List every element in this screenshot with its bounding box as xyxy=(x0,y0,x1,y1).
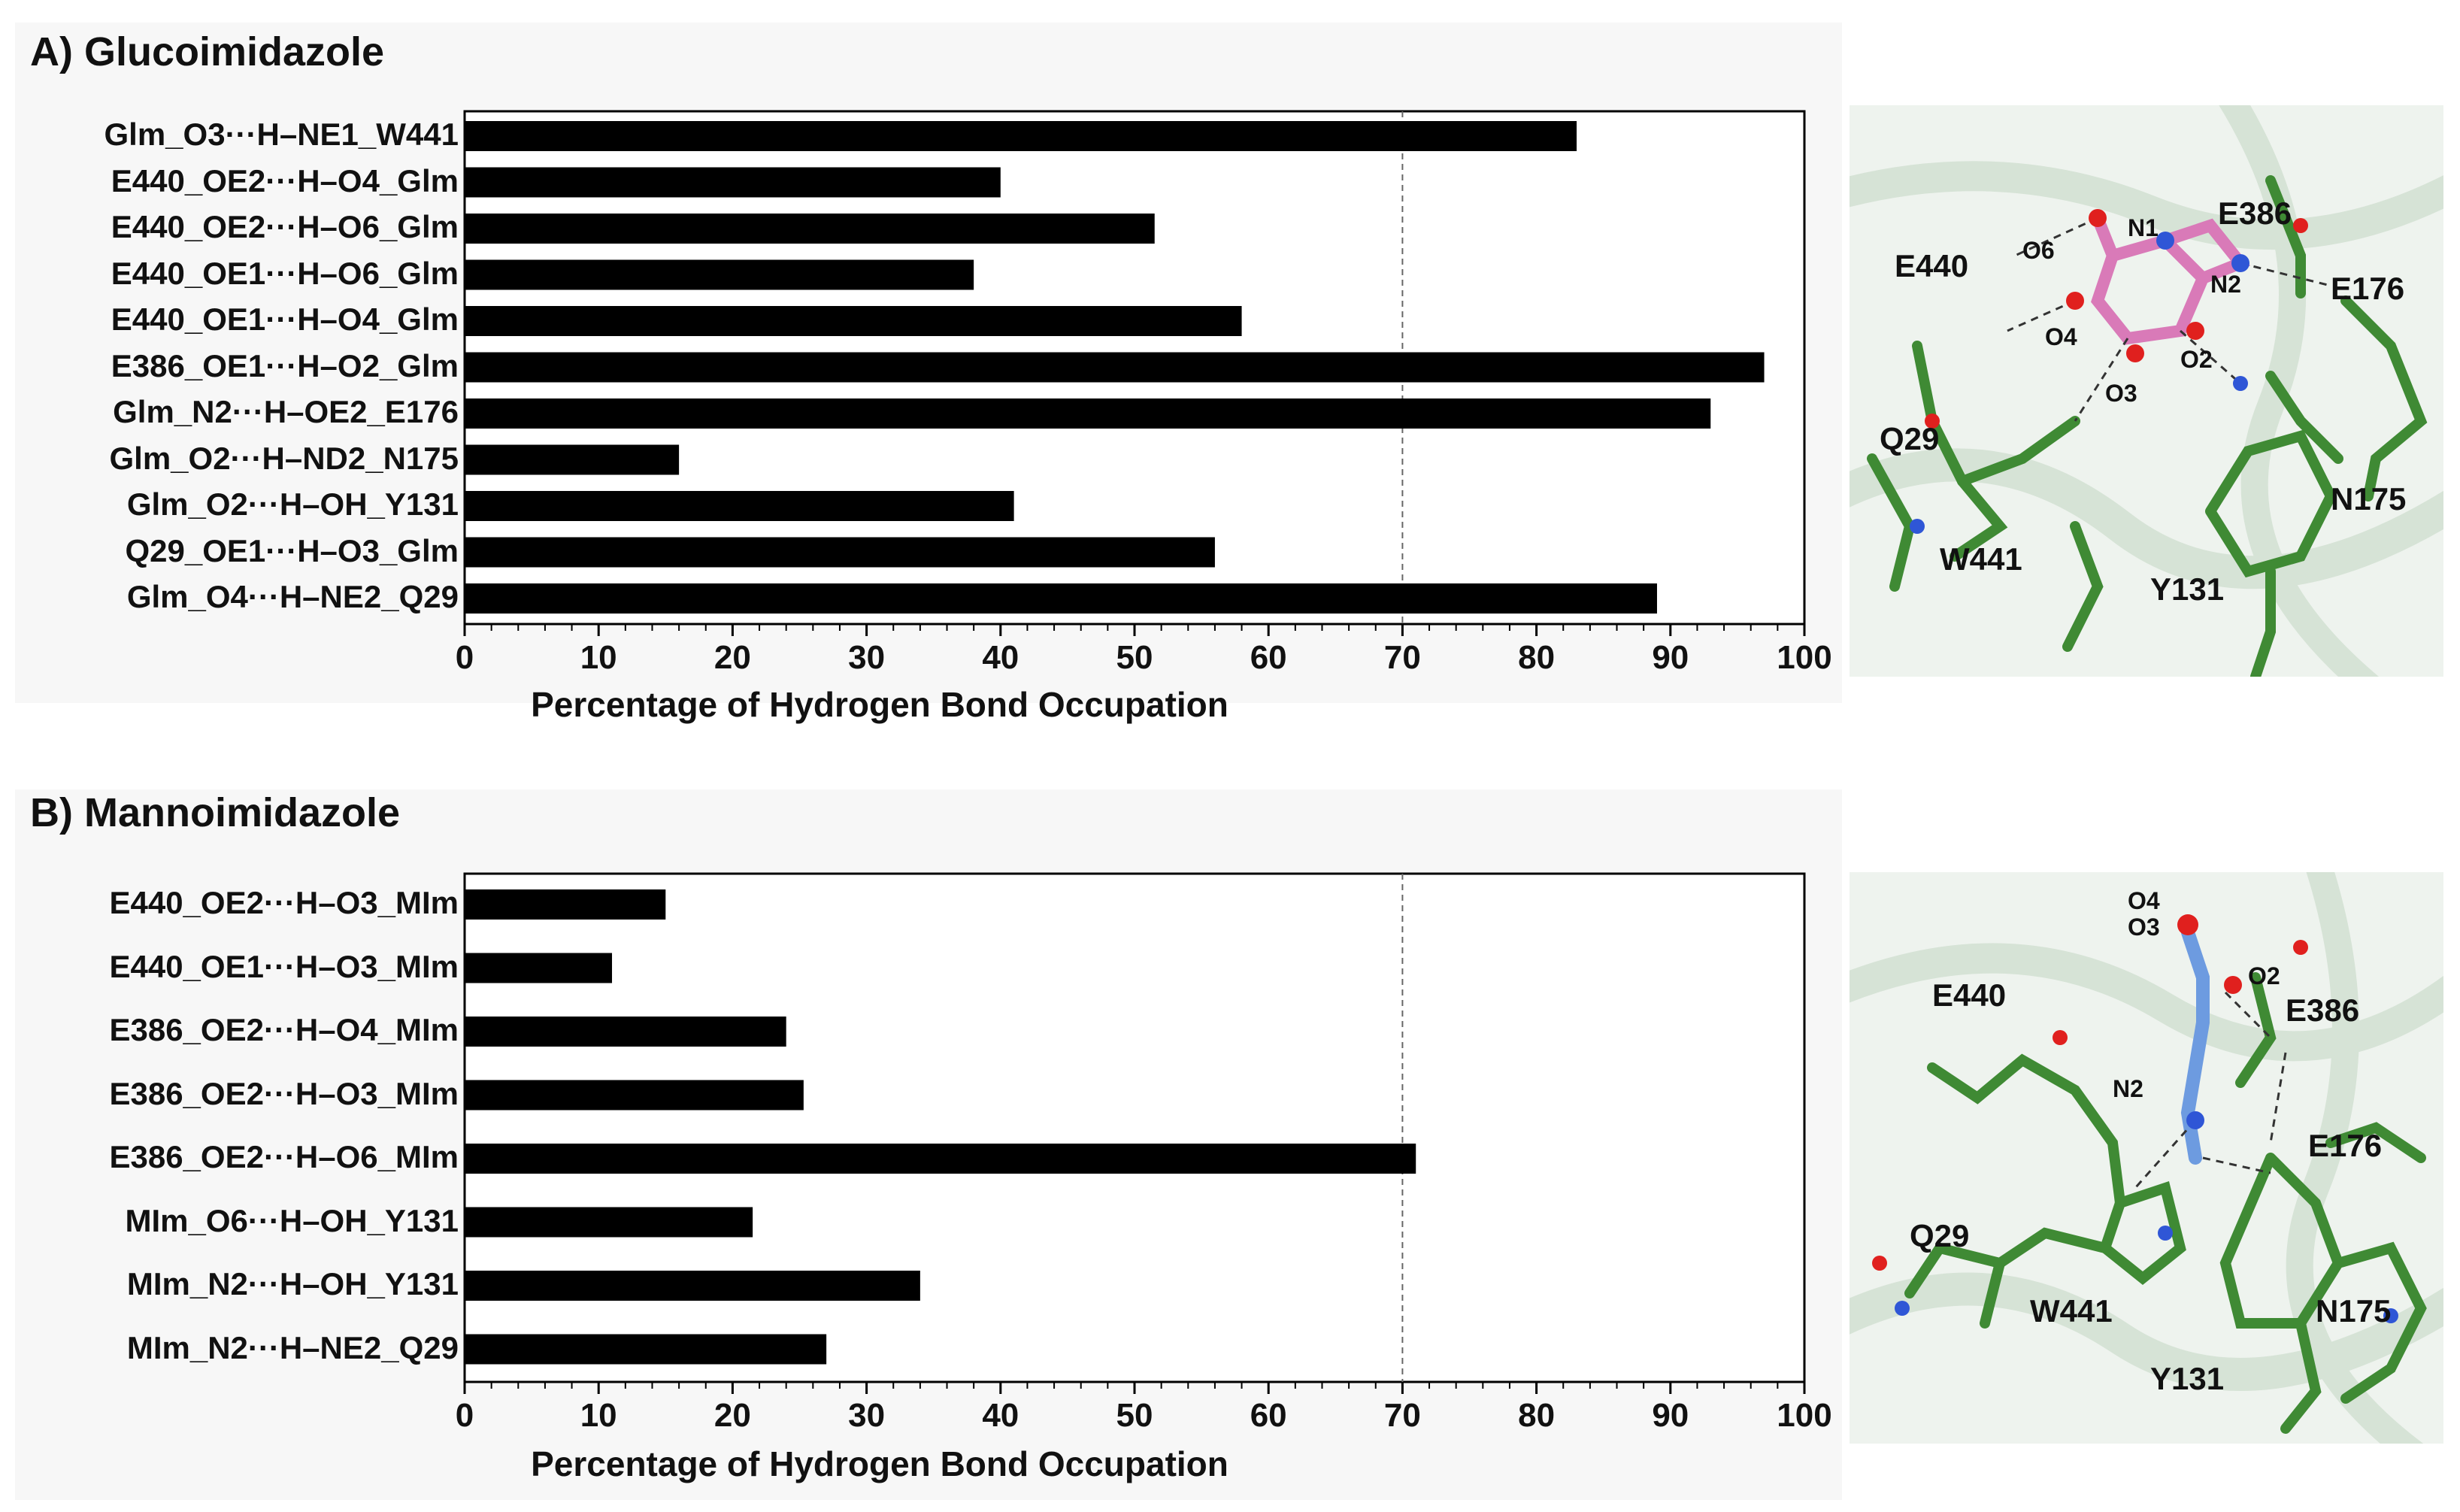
bar-a-9 xyxy=(465,537,1215,568)
category-label: Glm_O2···H–ND2_N175 xyxy=(109,440,459,476)
x-tick-label: 90 xyxy=(1652,639,1689,676)
x-tick-label: 30 xyxy=(848,1397,886,1434)
residue-label: Q29 xyxy=(1910,1218,1970,1253)
bar-a-10 xyxy=(465,583,1657,614)
bar-a-2 xyxy=(465,214,1155,244)
category-label: E440_OE1···H–O6_Glm xyxy=(111,255,459,291)
residue-label: Y131 xyxy=(2150,571,2225,607)
bar-a-6 xyxy=(465,398,1711,429)
residue-label: E176 xyxy=(2308,1128,2383,1163)
residue-label: E440 xyxy=(1932,977,2007,1013)
category-label: Glm_O2···H–OH_Y131 xyxy=(126,486,459,522)
atom-label: O3 xyxy=(2105,380,2137,407)
bar-a-5 xyxy=(465,352,1765,383)
panel-b-title: B) Mannoimidazole xyxy=(30,790,401,835)
category-label: E440_OE1···H–O4_Glm xyxy=(111,301,459,337)
bar-a-1 xyxy=(465,167,1001,198)
residue-label: E176 xyxy=(2331,271,2405,306)
structure-b-image: E440 E386 E176 Q29 W441 N175 Y131 O4 O3 O2 N2 xyxy=(1850,872,2443,1444)
bar-a-0 xyxy=(465,121,1577,151)
category-label: Glm_N2···H–OE2_E176 xyxy=(113,394,459,429)
x-tick-label: 70 xyxy=(1383,639,1421,676)
category-label: MIm_N2···H–NE2_Q29 xyxy=(126,1329,459,1365)
category-label: E386_OE1···H–O2_Glm xyxy=(111,347,459,383)
category-label: E440_OE2···H–O3_MIm xyxy=(109,885,459,920)
x-tick-label: 10 xyxy=(580,1397,617,1434)
x-tick-label: 60 xyxy=(1250,639,1287,676)
x-tick-label: 30 xyxy=(848,639,886,676)
atom-label: O4 xyxy=(2128,887,2160,914)
category-label: E386_OE2···H–O4_MIm xyxy=(109,1012,459,1047)
x-tick-label: 100 xyxy=(1777,1397,1832,1434)
x-tick-label: 60 xyxy=(1250,1397,1287,1434)
category-label: E440_OE1···H–O3_MIm xyxy=(109,948,459,984)
x-tick-label: 0 xyxy=(455,639,474,676)
bar-b-1 xyxy=(465,953,613,983)
bar-a-8 xyxy=(465,491,1014,521)
category-label: E386_OE2···H–O3_MIm xyxy=(109,1075,459,1111)
x-tick-label: 100 xyxy=(1777,639,1832,676)
atom-label: N1 xyxy=(2128,214,2159,241)
category-label: E386_OE2···H–O6_MIm xyxy=(109,1139,459,1174)
category-label: Glm_O4···H–NE2_Q29 xyxy=(126,579,459,614)
category-label: MIm_O6···H–OH_Y131 xyxy=(125,1202,459,1238)
bar-a-4 xyxy=(465,306,1242,336)
atom-label: O4 xyxy=(2045,323,2077,350)
residue-label: E386 xyxy=(2218,195,2292,231)
x-tick-label: 50 xyxy=(1116,639,1153,676)
atom-label: O6 xyxy=(2022,237,2055,264)
x-tick-label: 10 xyxy=(580,639,617,676)
x-tick-label: 90 xyxy=(1652,1397,1689,1434)
panel-a-x-axis-label: Percentage of Hydrogen Bond Occupation xyxy=(531,685,1228,724)
atom-label: O2 xyxy=(2180,346,2213,373)
bar-b-4 xyxy=(465,1144,1416,1174)
atom-label: N2 xyxy=(2210,271,2241,298)
structure-b-drawing xyxy=(1850,872,2443,1444)
residue-label: Y131 xyxy=(2150,1361,2225,1396)
structure-a-drawing xyxy=(1850,105,2443,677)
atom-label: O2 xyxy=(2248,962,2280,989)
category-label: Glm_O3···H–NE1_W441 xyxy=(104,117,459,152)
panel-a-title: A) Glucoimidazole xyxy=(30,29,385,74)
x-tick-label: 80 xyxy=(1518,1397,1556,1434)
residue-label: N175 xyxy=(2331,481,2407,517)
x-tick-label: 80 xyxy=(1518,639,1556,676)
bar-b-3 xyxy=(465,1080,804,1111)
x-tick-label: 40 xyxy=(982,1397,1019,1434)
category-label: E440_OE2···H–O6_Glm xyxy=(111,209,459,244)
residue-label: E386 xyxy=(2286,992,2360,1028)
x-tick-label: 40 xyxy=(982,639,1019,676)
residue-label: N175 xyxy=(2316,1293,2392,1329)
category-label: E440_OE2···H–O4_Glm xyxy=(111,162,459,198)
panel-b-x-axis-label: Percentage of Hydrogen Bond Occupation xyxy=(531,1444,1228,1483)
x-tick-label: 50 xyxy=(1116,1397,1153,1434)
x-tick-label: 0 xyxy=(455,1397,474,1434)
bar-b-7 xyxy=(465,1334,827,1365)
bar-b-2 xyxy=(465,1017,786,1047)
bar-a-3 xyxy=(465,259,974,290)
x-tick-label: 70 xyxy=(1383,1397,1421,1434)
bar-b-6 xyxy=(465,1271,920,1301)
residue-label: W441 xyxy=(1940,541,2022,577)
category-label: Q29_OE1···H–O3_Glm xyxy=(125,532,459,568)
atom-label: N2 xyxy=(2113,1075,2143,1102)
residue-label: E440 xyxy=(1895,248,1969,283)
x-tick-label: 20 xyxy=(713,1397,751,1434)
bar-b-0 xyxy=(465,889,666,920)
bar-a-7 xyxy=(465,444,680,475)
residue-label: Q29 xyxy=(1880,421,1940,456)
category-label: MIm_N2···H–OH_Y131 xyxy=(126,1266,459,1301)
x-tick-label: 20 xyxy=(713,639,751,676)
bar-b-5 xyxy=(465,1207,753,1238)
structure-a-image: E386 E440 E176 Q29 N175 W441 Y131 O6 N1 N2 O4 O2 O3 xyxy=(1850,105,2443,677)
residue-label: W441 xyxy=(2030,1293,2113,1329)
plot-frame xyxy=(463,872,1806,1383)
panel-b-chart xyxy=(463,872,1806,1394)
atom-label: O3 xyxy=(2128,914,2160,941)
panel-a-chart xyxy=(463,110,1806,636)
